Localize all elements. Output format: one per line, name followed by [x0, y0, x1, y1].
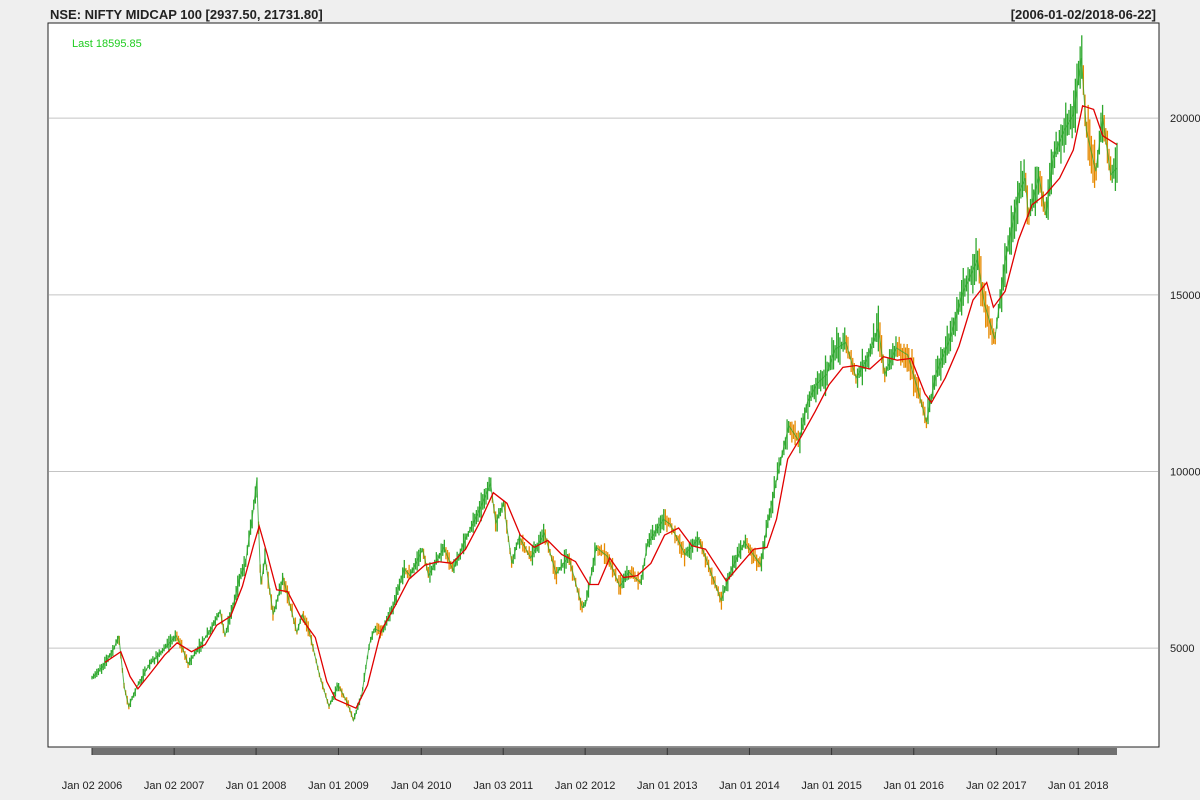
x-tick-label: Jan 02 2012	[555, 780, 616, 792]
x-tick-label: Jan 02 2017	[966, 780, 1027, 792]
chart-title: NSE: NIFTY MIDCAP 100 [2937.50, 21731.80…	[50, 7, 323, 22]
grid-lines	[49, 117, 1158, 649]
x-tick-label: Jan 01 2013	[637, 780, 698, 792]
x-tick-label: Jan 03 2011	[473, 780, 533, 792]
x-tick-label: Jan 01 2018	[1048, 780, 1109, 792]
x-tick-label: Jan 01 2009	[308, 780, 369, 792]
price-line	[91, 58, 1118, 723]
x-axis: Jan 02 2006 Jan 02 2007 Jan 01 2008 Jan 01 …	[62, 748, 1117, 792]
y-tick-label: 20000	[1170, 113, 1200, 125]
x-axis-bar	[92, 748, 1117, 755]
moving-average-series	[104, 104, 1118, 710]
y-tick-label: 5000	[1170, 643, 1194, 655]
y-tick-label: 10000	[1170, 466, 1200, 478]
moving-average-line	[104, 104, 1118, 710]
y-axis: 5000 10000 15000 20000	[1170, 113, 1200, 655]
y-tick-label: 15000	[1170, 290, 1200, 302]
date-range-label: [2006-01-02/2018-06-22]	[1011, 7, 1156, 22]
x-tick-label: Jan 02 2006	[62, 780, 123, 792]
x-tick-label: Jan 02 2007	[144, 780, 205, 792]
x-tick-label: Jan 01 2008	[226, 780, 287, 792]
last-value-label: Last 18595.85	[72, 38, 142, 50]
plot-background	[47, 22, 1160, 748]
x-tick-label: Jan 01 2014	[719, 780, 780, 792]
x-tick-label: Jan 04 2010	[391, 780, 452, 792]
x-tick-label: Jan 01 2015	[801, 780, 862, 792]
x-tick-label: Jan 01 2016	[883, 780, 944, 792]
